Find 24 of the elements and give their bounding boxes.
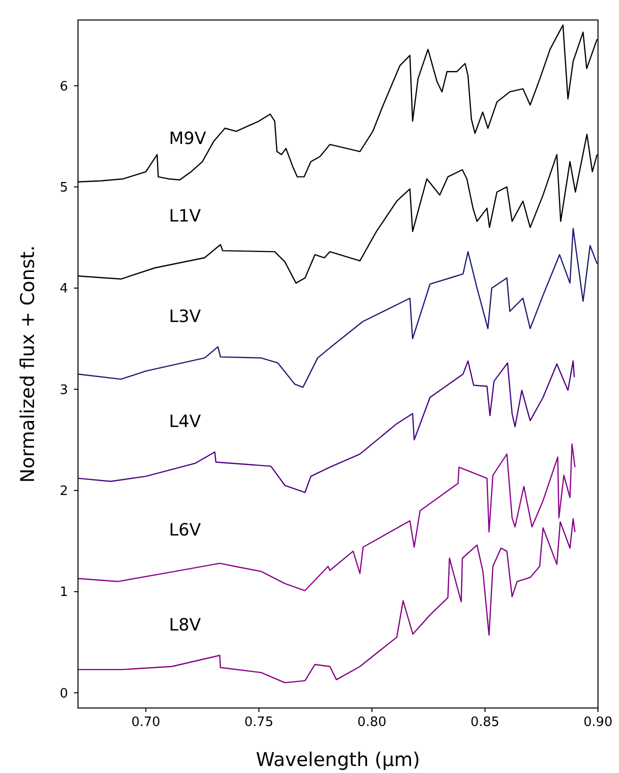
y-axis-title: Normalized flux + Const. — [17, 245, 39, 483]
series-label: L8V — [169, 615, 202, 636]
series-label: L4V — [169, 412, 202, 432]
line-series — [78, 228, 598, 388]
series-label: M9V — [169, 128, 206, 149]
line-series — [78, 443, 576, 592]
y-tick-label: 1 — [60, 585, 68, 600]
y-tick-label: 0 — [60, 686, 68, 702]
x-tick-label: 0.75 — [244, 715, 274, 730]
y-tick-label: 3 — [60, 382, 68, 398]
series-label: L1V — [169, 206, 202, 227]
y-tick-label: 2 — [60, 484, 68, 500]
x-tick-label: 0.85 — [470, 715, 500, 730]
x-tick-label: 0.80 — [357, 715, 386, 730]
series-label: L3V — [169, 306, 202, 327]
y-tick-label: 6 — [60, 79, 68, 94]
x-tick-label: 0.90 — [584, 715, 612, 730]
line-series — [78, 360, 575, 494]
series-label: L6V — [169, 520, 202, 540]
x-axis-title: Wavelength (μm) — [256, 749, 420, 771]
x-tick-label: 0.70 — [131, 715, 160, 730]
y-tick-label: 5 — [60, 180, 68, 196]
y-tick-label: 4 — [60, 282, 68, 297]
line-series — [78, 518, 576, 684]
